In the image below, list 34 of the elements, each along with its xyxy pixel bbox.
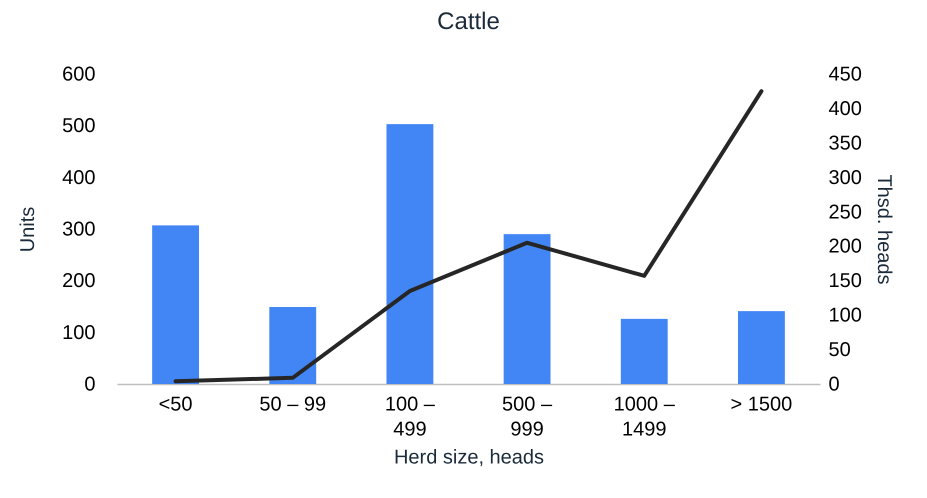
bar xyxy=(269,307,316,384)
y2-tick-label: 350 xyxy=(828,132,862,154)
y2-tick-label: 300 xyxy=(828,166,862,189)
bar xyxy=(504,234,551,384)
x-tick-label: 1000 – 1499 xyxy=(614,394,676,440)
bar xyxy=(386,124,434,384)
y-tick-label: 200 xyxy=(62,270,96,292)
line-series xyxy=(174,89,764,384)
y-tick-label: 300 xyxy=(62,218,96,240)
x-tick-label: 500 – 999 xyxy=(502,394,553,440)
y-tick-label: 500 xyxy=(62,115,96,138)
y-tick-label: 0 xyxy=(84,374,96,396)
bar xyxy=(620,318,668,384)
y2-tick-label: 100 xyxy=(828,304,862,327)
chart-title: Cattle xyxy=(437,8,500,35)
x-tick-label: > 1500 xyxy=(730,394,792,416)
bar xyxy=(738,311,785,384)
bar xyxy=(152,225,200,384)
y-tick-label: 400 xyxy=(62,166,96,189)
x-tick-label: 100 – 499 xyxy=(384,394,436,440)
y2-tick-label: 0 xyxy=(828,374,840,396)
y2-tick-label: 250 xyxy=(828,201,862,224)
y-axis-title: Units xyxy=(17,206,40,252)
y2-tick-label: 450 xyxy=(828,64,862,86)
y2-tick-label: 200 xyxy=(828,236,862,258)
x-tick-label: <50 xyxy=(158,394,193,416)
y2-tick-label: 50 xyxy=(828,339,851,362)
y2-tick-label: 150 xyxy=(828,270,862,292)
y-tick-label: 100 xyxy=(62,322,96,344)
y2-tick-label: 400 xyxy=(828,98,862,120)
x-axis-title: Herd size, heads xyxy=(394,446,544,468)
y2-axis-title: Thsd. heads xyxy=(872,174,895,285)
y-tick-label: 600 xyxy=(62,64,96,86)
x-tick-label: 50 – 99 xyxy=(259,394,326,416)
